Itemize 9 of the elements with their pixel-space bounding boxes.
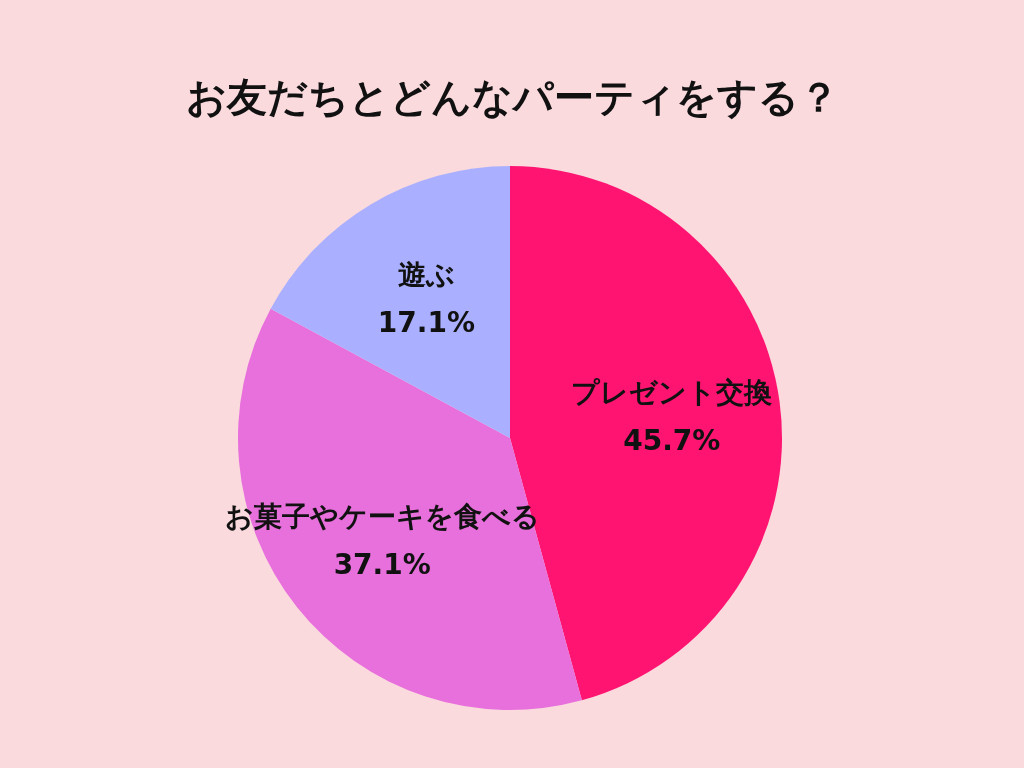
pie-slice	[270, 166, 510, 438]
slice-label: お菓子やケーキを食べる	[224, 499, 540, 533]
chart-title: お友だちとどんなパーティをする？	[185, 74, 839, 120]
data-label: 17.1%	[377, 305, 475, 339]
pie-slice	[510, 166, 782, 701]
data-label: 45.7%	[623, 424, 721, 458]
slice-label: 遊ぶ	[397, 257, 455, 291]
slice-label: プレゼント交換	[571, 376, 773, 410]
data-label: 37.1%	[333, 547, 431, 581]
